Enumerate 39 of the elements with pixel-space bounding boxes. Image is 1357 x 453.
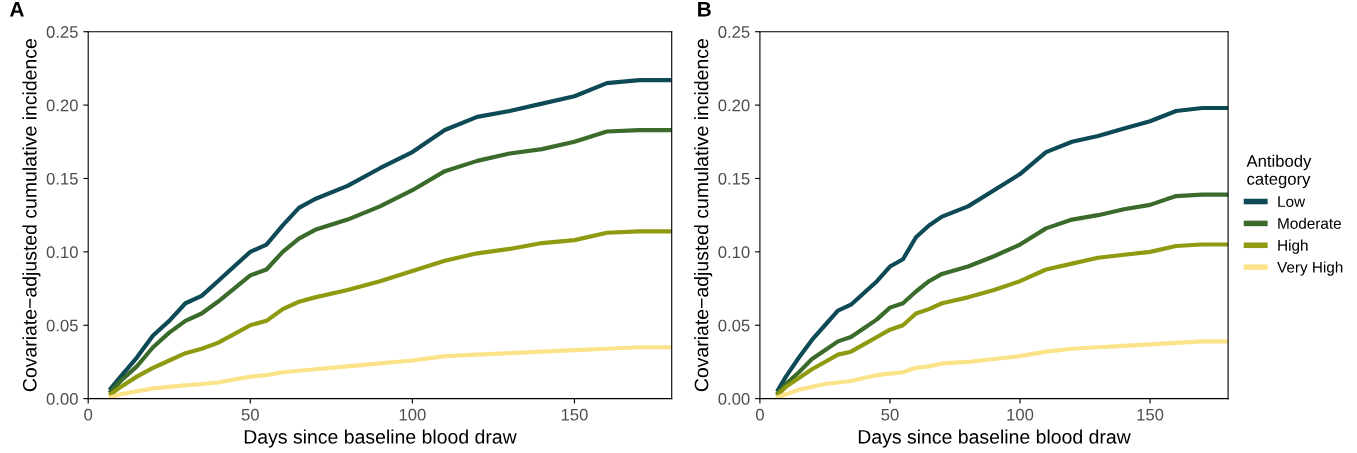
legend-label: Low	[1278, 196, 1306, 208]
x-tick-label: 100	[1007, 408, 1034, 421]
line-series	[108, 229, 672, 397]
line-series	[776, 105, 1229, 392]
y-tick-label: 0.05	[718, 319, 750, 332]
y-tick-label: 0.20	[46, 99, 78, 112]
y-tick-label: 0.20	[718, 99, 750, 112]
x-tick-label: 150	[1137, 408, 1164, 421]
y-tick-label: 0.15	[718, 172, 750, 185]
y-tick-label: 0.10	[46, 246, 78, 259]
y-tick-label: 0.25	[46, 26, 78, 38]
chart-title: B	[698, 2, 711, 17]
x-axis-title: Days since baseline blood draw	[244, 429, 517, 448]
legend-title: Antibody category	[1246, 154, 1312, 189]
y-tick-label: 0.10	[718, 246, 750, 259]
chart-title: A	[9, 2, 24, 17]
y-axis-title: Covariate−adjusted cumulative incidence	[22, 39, 41, 392]
x-tick-label: 0	[84, 408, 93, 421]
line-series	[776, 242, 1229, 397]
legend-label: Very High	[1277, 261, 1343, 276]
legend-label: Moderate	[1278, 217, 1341, 229]
x-tick-label: 100	[399, 408, 426, 421]
line-series	[108, 78, 672, 391]
x-tick-label: 50	[241, 408, 259, 421]
x-tick-label: 150	[561, 408, 588, 421]
y-axis-title: Covariate−adjusted cumulative incidence	[694, 39, 713, 392]
y-tick-label: 0.15	[46, 172, 78, 185]
y-tick-label: 0.00	[46, 393, 78, 405]
legend-label: High	[1278, 239, 1308, 254]
x-tick-label: 0	[755, 408, 764, 421]
y-tick-label: 0.00	[718, 393, 750, 405]
x-axis-title: Days since baseline blood draw	[858, 429, 1131, 448]
line-series	[108, 127, 672, 394]
line-series	[108, 345, 672, 399]
y-tick-label: 0.25	[718, 26, 750, 38]
line-series	[776, 192, 1229, 395]
x-tick-label: 50	[881, 408, 899, 421]
y-tick-label: 0.05	[46, 319, 78, 332]
line-series	[776, 339, 1229, 399]
